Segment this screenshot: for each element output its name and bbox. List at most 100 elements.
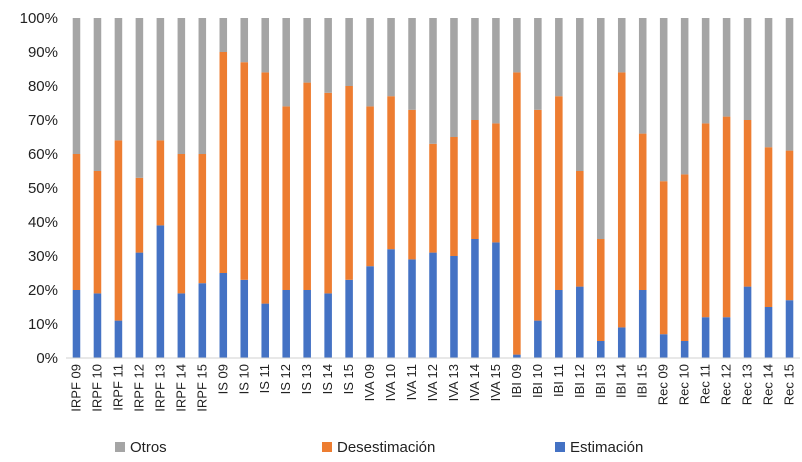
y-tick-label: 20%	[28, 282, 58, 299]
y-tick-label: 100%	[20, 10, 58, 27]
bar-segment-otros	[596, 18, 605, 239]
x-tick-label: IVA 15	[488, 364, 503, 401]
x-tick-label: IBI 12	[572, 364, 587, 398]
bar-segment-estimacion	[659, 334, 668, 358]
bar-segment-estimacion	[596, 341, 605, 358]
bar-segment-estimacion	[156, 225, 165, 358]
bar-segment-estimacion	[324, 293, 332, 358]
legend-swatch	[115, 442, 125, 452]
x-tick-label: IBI 10	[530, 364, 545, 398]
bar-segment-otros	[408, 18, 416, 110]
bar-segment-otros	[72, 18, 81, 154]
bar-segment-desestimacion	[534, 109, 542, 321]
x-tick-label: IS 14	[320, 364, 335, 394]
bar-segment-otros	[659, 18, 668, 182]
bar-segment-estimacion	[450, 256, 458, 358]
bar-segment-otros	[534, 18, 542, 110]
x-tick-label: IRPF 13	[152, 364, 167, 412]
bar-segment-desestimacion	[638, 133, 647, 290]
bar-segment-estimacion	[366, 266, 374, 358]
bar-segment-estimacion	[177, 293, 186, 358]
bar-segment-desestimacion	[93, 171, 102, 294]
x-tick-label: IRPF 10	[89, 364, 104, 412]
x-tick-label: IVA 09	[362, 364, 377, 401]
bar-segment-desestimacion	[429, 143, 437, 253]
legend-label: Desestimación	[337, 439, 435, 456]
legend-swatch	[555, 442, 565, 452]
bar-segment-otros	[261, 18, 270, 73]
bar-segment-estimacion	[785, 300, 794, 358]
bar-segment-desestimacion	[303, 82, 311, 290]
y-tick-label: 10%	[28, 316, 58, 333]
bar-segment-estimacion	[638, 290, 647, 358]
x-tick-label: Rec 11	[698, 364, 713, 404]
bars-group	[72, 18, 794, 358]
bar-segment-desestimacion	[408, 109, 416, 260]
bar-segment-otros	[555, 18, 563, 97]
bar-segment-desestimacion	[114, 140, 123, 321]
bar-segment-desestimacion	[72, 154, 81, 290]
bar-segment-desestimacion	[282, 106, 290, 291]
bar-segment-otros	[638, 18, 647, 134]
x-tick-label: IRPF 11	[110, 364, 125, 411]
x-tick-label: IBI 15	[635, 364, 650, 398]
bar-segment-otros	[576, 18, 584, 171]
bar-segment-desestimacion	[198, 154, 207, 284]
x-tick-label: Rec 15	[782, 364, 797, 405]
x-tick-label: IRPF 09	[68, 364, 83, 412]
bar-segment-estimacion	[135, 252, 144, 358]
y-axis: 0% 10% 20% 30% 40% 50% 60% 70% 80% 90% 100%	[20, 10, 58, 367]
x-tick-label: IBI 14	[614, 364, 629, 398]
bar-segment-otros	[114, 18, 123, 141]
x-tick-label: Rec 13	[740, 364, 755, 405]
bar-segment-otros	[743, 18, 752, 120]
bar-segment-otros	[701, 18, 710, 124]
bar-segment-otros	[303, 18, 311, 83]
bar-segment-desestimacion	[764, 147, 773, 307]
bar-segment-desestimacion	[701, 123, 710, 318]
x-tick-label: IS 11	[257, 364, 272, 393]
y-tick-label: 60%	[28, 146, 58, 163]
bar-segment-estimacion	[492, 242, 500, 358]
bar-segment-estimacion	[617, 327, 626, 358]
bar-segment-otros	[240, 18, 249, 63]
y-tick-label: 70%	[28, 112, 58, 129]
bar-segment-estimacion	[701, 317, 710, 358]
bar-segment-desestimacion	[596, 239, 605, 341]
bar-segment-otros	[198, 18, 207, 154]
bar-segment-estimacion	[743, 286, 752, 358]
x-tick-label: IS 13	[299, 364, 314, 394]
bar-segment-otros	[450, 18, 458, 137]
bar-segment-estimacion	[680, 341, 689, 358]
bar-segment-estimacion	[534, 320, 542, 358]
y-tick-label: 50%	[28, 180, 58, 197]
bar-segment-otros	[680, 18, 689, 175]
bar-segment-desestimacion	[492, 123, 500, 243]
bar-segment-desestimacion	[450, 137, 458, 256]
y-tick-label: 40%	[28, 214, 58, 231]
bar-segment-otros	[177, 18, 186, 154]
bar-segment-otros	[135, 18, 144, 178]
bar-segment-desestimacion	[219, 52, 228, 273]
x-axis: IRPF 09 IRPF 10 IRPF 11 IRPF 12 IRPF 13 IRPF …	[66, 357, 800, 412]
legend-label: Estimación	[570, 439, 643, 456]
bar-segment-otros	[764, 18, 773, 148]
y-tick-label: 80%	[28, 78, 58, 95]
bar-segment-desestimacion	[722, 116, 731, 318]
x-tick-label: IBI 11	[551, 364, 566, 397]
x-tick-label: IVA 12	[425, 364, 440, 401]
bar-segment-otros	[617, 18, 626, 73]
bar-segment-desestimacion	[345, 86, 353, 280]
bar-segment-estimacion	[303, 290, 311, 358]
bar-segment-desestimacion	[471, 120, 479, 239]
bar-segment-desestimacion	[617, 72, 626, 328]
x-tick-label: IBI 13	[593, 364, 608, 398]
bar-segment-estimacion	[722, 317, 731, 358]
bar-segment-otros	[93, 18, 102, 171]
bar-segment-desestimacion	[513, 72, 521, 355]
legend: Otros Desestimación Estimación	[115, 439, 643, 456]
x-tick-label: Rec 10	[677, 364, 692, 405]
x-tick-label: IVA 10	[383, 364, 398, 401]
